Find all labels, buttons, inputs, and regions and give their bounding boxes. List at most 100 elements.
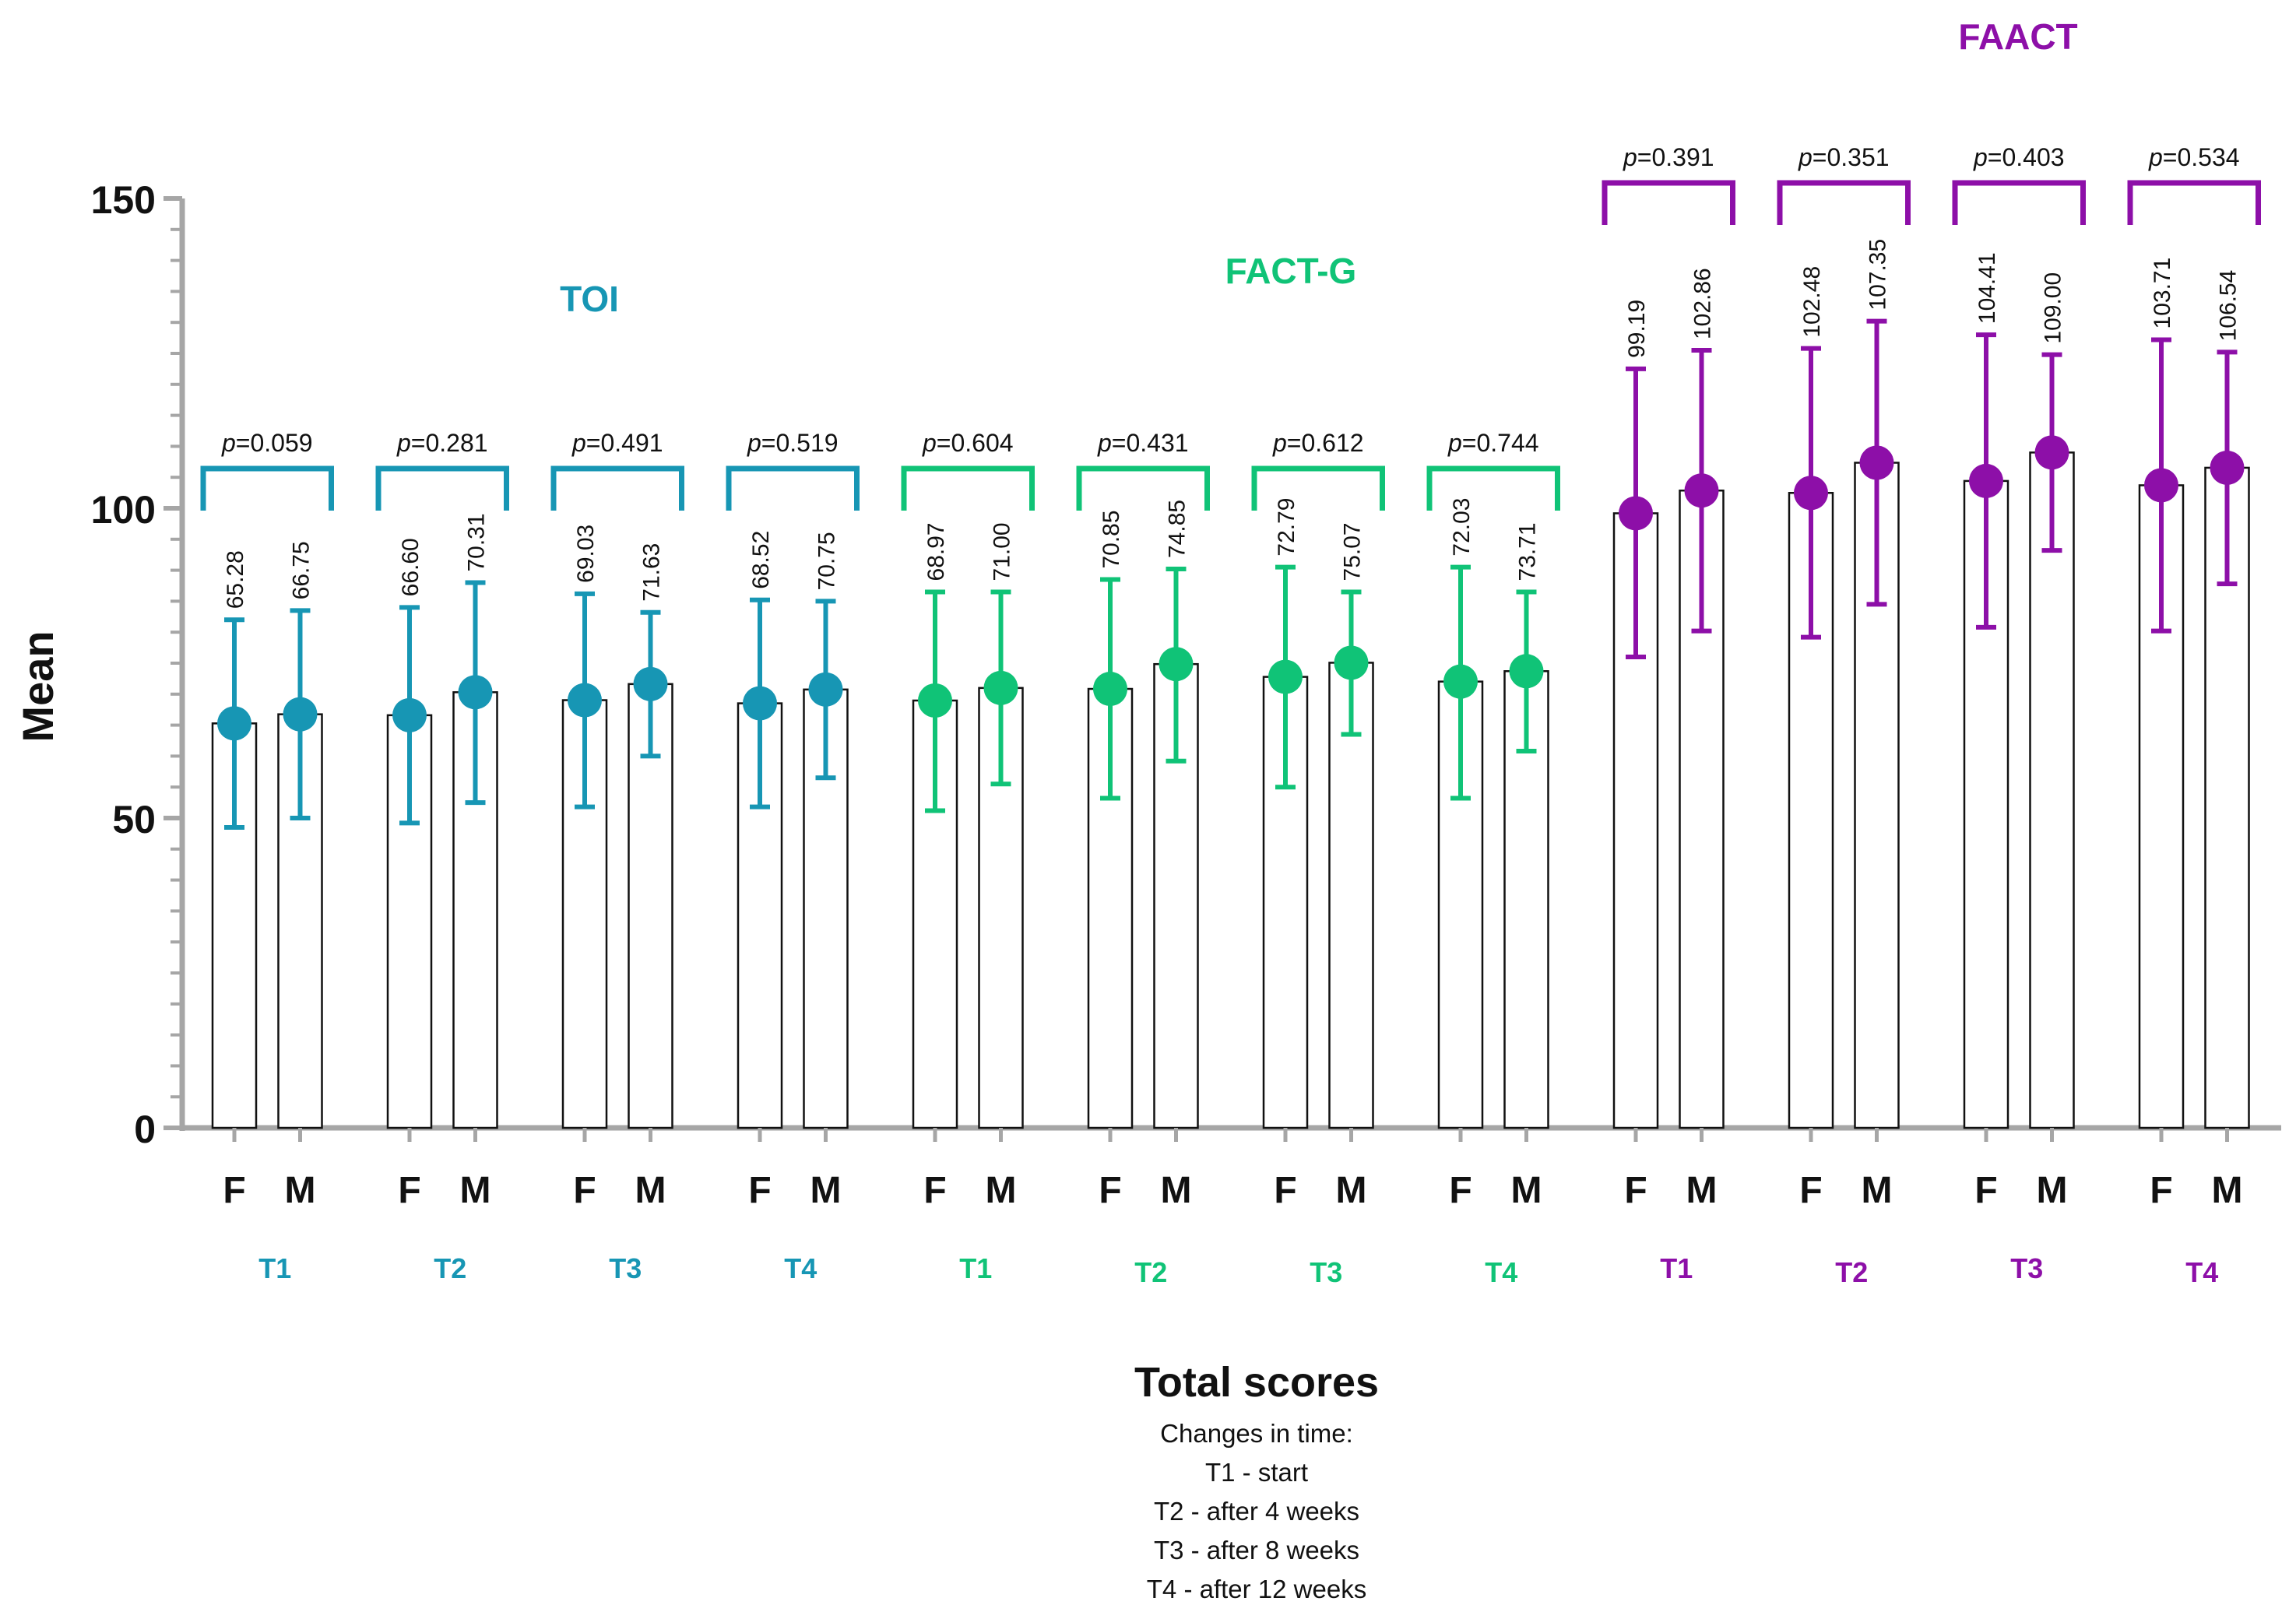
p-value: =0.491 [586, 429, 663, 457]
data-label: 107.35 [1865, 239, 1891, 311]
timepoint-label: T4 [2185, 1256, 2218, 1288]
data-label: 71.63 [639, 543, 665, 602]
p-symbol: p [1272, 429, 1287, 457]
caption-line: T3 - after 8 weeks [1153, 1536, 1360, 1565]
p-value-label: p=0.491 [571, 429, 663, 457]
mean-point [1334, 645, 1369, 680]
p-value-label: p=0.534 [2148, 143, 2240, 171]
significance-bracket [550, 465, 684, 511]
group-title-faact: FAACT [1958, 16, 2077, 57]
p-value: =0.281 [411, 429, 488, 457]
mean-point [1093, 672, 1127, 707]
data-label: 102.48 [1799, 266, 1825, 338]
significance-bracket [1426, 465, 1560, 511]
p-value: =0.391 [1637, 143, 1714, 171]
significance-bracket [1602, 180, 1735, 225]
mean-point [1443, 664, 1478, 699]
p-value: =0.604 [937, 429, 1014, 457]
mean-point [217, 706, 251, 741]
p-symbol: p [1973, 143, 1988, 171]
y-tick-label: 0 [134, 1108, 156, 1151]
data-label: 70.85 [1099, 510, 1124, 568]
mean-point [1268, 659, 1303, 694]
x-tick-label-f: F [1274, 1170, 1296, 1211]
p-value: =0.403 [1988, 143, 2065, 171]
timepoint-label: T3 [1310, 1256, 1342, 1288]
p-value-label: p=0.391 [1623, 143, 1714, 171]
data-label: 72.79 [1274, 498, 1299, 557]
data-label: 68.97 [923, 522, 949, 581]
data-label: 109.00 [2041, 272, 2066, 344]
p-value-label: p=0.604 [922, 429, 1014, 457]
p-value-label: p=0.281 [396, 429, 488, 457]
timepoint-label: T2 [1835, 1256, 1868, 1288]
x-tick-label-m: M [285, 1170, 316, 1211]
timepoint-label: T2 [434, 1252, 466, 1284]
x-tick-label-m: M [810, 1170, 842, 1211]
x-tick-label-f: F [1799, 1170, 1822, 1211]
mean-point [918, 683, 952, 718]
data-label: 104.41 [1974, 252, 2000, 324]
p-symbol: p [221, 429, 236, 457]
x-tick-label-f: F [1449, 1170, 1471, 1211]
data-label: 70.31 [464, 513, 490, 571]
caption-line: Changes in time: [1160, 1419, 1353, 1448]
data-label: 106.54 [2216, 270, 2242, 342]
timepoint-label: T1 [959, 1252, 992, 1284]
x-axis-title: Total scores [1134, 1359, 1380, 1406]
significance-bracket [901, 465, 1035, 511]
timepoint-label: T3 [2010, 1252, 2043, 1284]
significance-bracket [1076, 465, 1210, 511]
data-label: 102.86 [1690, 268, 1716, 339]
mean-point [1969, 463, 2003, 498]
timepoint-label: T3 [609, 1252, 642, 1284]
mean-point [458, 675, 493, 710]
p-symbol: p [922, 429, 937, 457]
data-label: 69.03 [573, 525, 599, 583]
timepoint-label: T1 [1660, 1252, 1693, 1284]
y-tick-label: 50 [112, 798, 156, 841]
group-title-toi: TOI [560, 279, 619, 319]
mean-point [392, 697, 427, 732]
mean-point [1684, 473, 1719, 508]
timepoint-label: T4 [1485, 1256, 1517, 1288]
significance-bracket [200, 465, 334, 511]
x-tick-label-f: F [223, 1170, 245, 1211]
x-tick-label-m: M [986, 1170, 1017, 1211]
y-tick-label: 150 [91, 178, 156, 222]
group-title-fact-g: FACT-G [1225, 251, 1357, 291]
caption-line: T4 - after 12 weeks [1146, 1575, 1367, 1603]
p-value-label: p=0.431 [1097, 429, 1189, 457]
x-tick-label-m: M [1336, 1170, 1367, 1211]
p-value-label: p=0.403 [1973, 143, 2065, 171]
x-tick-label-f: F [398, 1170, 420, 1211]
significance-bracket [375, 465, 509, 511]
x-tick-label-m: M [1511, 1170, 1542, 1211]
x-tick-label-m: M [1862, 1170, 1893, 1211]
mean-point [1859, 445, 1894, 480]
p-value: =0.519 [761, 429, 839, 457]
x-tick-label-f: F [1099, 1170, 1121, 1211]
x-tick-label-f: F [2150, 1170, 2172, 1211]
data-label: 99.19 [1624, 300, 1650, 358]
p-symbol: p [571, 429, 586, 457]
timepoint-label: T2 [1134, 1256, 1167, 1288]
bar-m [2029, 451, 2075, 1129]
data-label: 73.71 [1515, 522, 1541, 581]
data-label: 74.85 [1165, 500, 1190, 558]
timepoint-label: T1 [258, 1252, 291, 1284]
data-label: 66.75 [289, 541, 315, 599]
x-tick-label-m: M [1686, 1170, 1718, 1211]
mean-point [808, 672, 843, 707]
p-value: =0.744 [1462, 429, 1539, 457]
p-value-label: p=0.519 [747, 429, 839, 457]
p-value-label: p=0.059 [221, 429, 313, 457]
p-value: =0.431 [1112, 429, 1189, 457]
significance-bracket [726, 465, 860, 511]
x-tick-label-f: F [1974, 1170, 1997, 1211]
mean-point [2034, 435, 2069, 470]
mean-point [1509, 654, 1544, 689]
x-axis-caption: Total scores Changes in time: T1 - start… [984, 1358, 1529, 1609]
p-symbol: p [1097, 429, 1112, 457]
